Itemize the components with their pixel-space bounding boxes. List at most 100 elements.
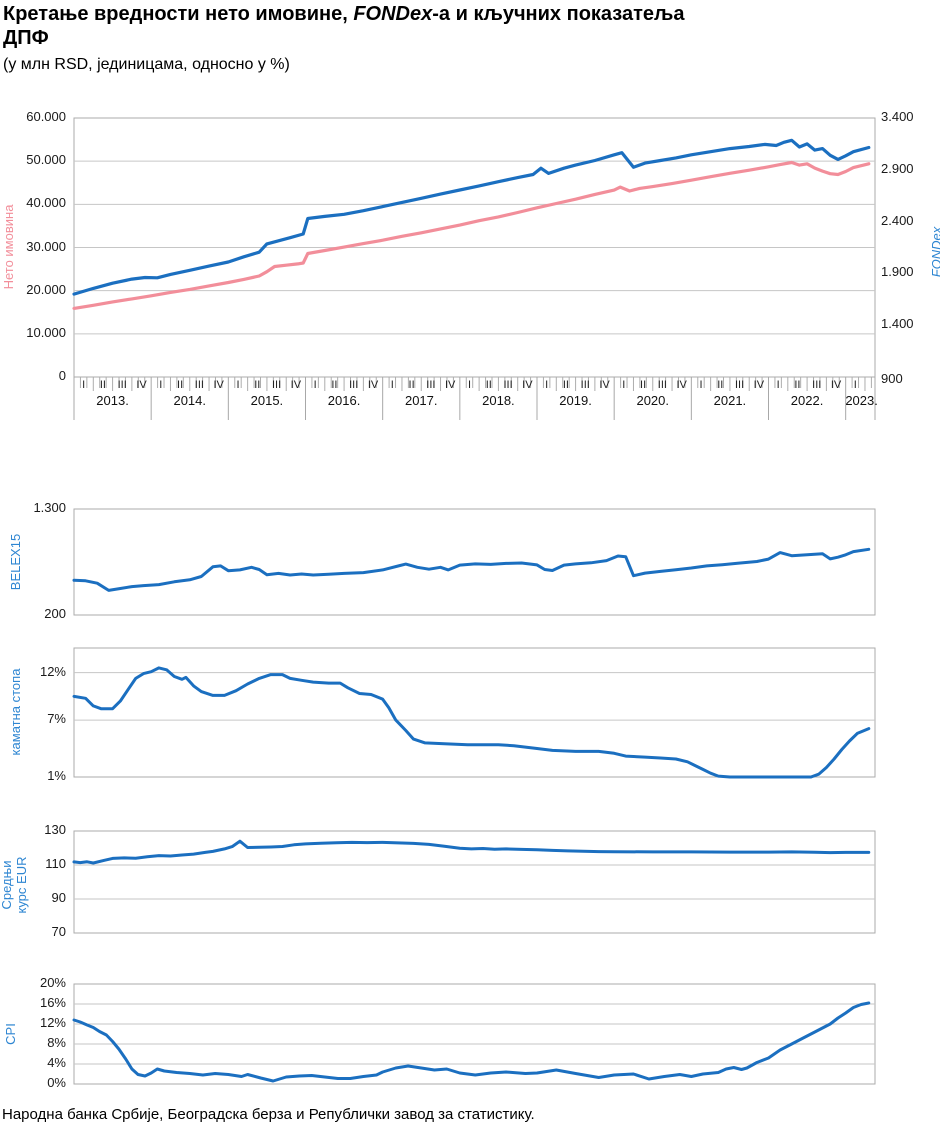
series-line-eur-0 [72, 839, 871, 865]
title-prefix: Кретање вредности нето имовине, [3, 3, 354, 25]
x-quarter-label: IV [367, 379, 379, 391]
x-quarter-label: III [812, 379, 822, 391]
y2-tick-label-main: 2.900 [881, 160, 914, 176]
y2-tick-label-main: 3.400 [881, 109, 914, 124]
x-quarter-label: II [717, 379, 724, 391]
x-quarter-label: III [349, 379, 359, 391]
page-title: Кретање вредности нето имовине, FONDex-а… [3, 2, 703, 51]
x-quarter-label: III [194, 379, 204, 391]
x-quarter-label: II [485, 379, 492, 391]
x-quarter-label: IV [676, 379, 687, 391]
x-quarter-label: II [331, 379, 338, 391]
x-quarter-label: I [699, 379, 703, 391]
x-quarter-label: I [159, 379, 163, 391]
x-quarter-label: II [794, 379, 801, 391]
x-year-label: 2018. [482, 393, 515, 408]
y-tick-label-kamatna: 7% [47, 711, 66, 727]
x-quarter-label: IV [599, 379, 610, 391]
y-tick-label-cpi: 8% [47, 1035, 66, 1050]
series-line-main-1 [72, 138, 871, 296]
title-fondex: FONDex [353, 3, 433, 25]
x-quarter-label: I [853, 379, 857, 391]
plot-border-cpi [73, 983, 876, 1085]
x-quarter-label: IV [136, 379, 147, 391]
x-quarter-label: II [177, 379, 184, 391]
y-tick-label-cpi: 12% [39, 1015, 66, 1030]
x-quarter-label: IV [444, 379, 456, 391]
y-tick-label-cpi: 4% [47, 1055, 66, 1070]
x-quarter-label: III [117, 379, 127, 391]
x-quarter-label: I [82, 379, 86, 391]
y-tick-label-main: 20.000 [26, 281, 66, 297]
x-quarter-label: II [562, 379, 569, 391]
y2-tick-label-main: 1.900 [881, 264, 914, 280]
x-year-label: 2014. [173, 393, 207, 408]
y-tick-label-eur: 70 [51, 924, 66, 939]
y2-tick-label-main: 2.400 [881, 212, 914, 228]
x-quarter-label: I [622, 379, 626, 391]
x-year-label: 2023. [845, 393, 878, 408]
y-tick-label-main: 30.000 [26, 238, 66, 254]
x-year-label: 2020. [636, 393, 670, 408]
y-tick-label-cpi: 16% [39, 995, 66, 1010]
x-quarter-label: I [236, 379, 240, 391]
y-tick-label-belex15: 1.300 [33, 500, 66, 515]
x-quarter-label: II [408, 379, 415, 391]
y-tick-label-cpi: 20% [39, 975, 66, 990]
y-tick-label-eur: 110 [45, 856, 66, 871]
x-quarter-label: I [390, 379, 394, 391]
plot-border-eur [73, 830, 876, 934]
main-right-axis-title: FONDex [929, 226, 940, 278]
y-tick-label-main: 0 [58, 368, 66, 383]
x-year-label: 2013. [96, 393, 129, 408]
y-tick-label-main: 40.000 [26, 195, 66, 211]
x-quarter-label: III [426, 379, 436, 391]
x-quarter-label: I [467, 379, 471, 391]
y-tick-label-kamatna: 1% [47, 768, 66, 783]
x-year-label: 2015. [250, 393, 284, 408]
x-quarter-label: II [99, 379, 106, 391]
series-line-belex15-0 [72, 547, 871, 592]
x-quarter-label: IV [830, 379, 842, 391]
cpi-axis-title: CPI [3, 1023, 18, 1045]
series-line-cpi-0 [72, 1001, 871, 1083]
y-tick-label-kamatna: 12% [39, 663, 66, 679]
x-quarter-label: III [503, 379, 513, 391]
title-suffix: -а и кључних показатеља ДПФ [3, 3, 685, 50]
x-quarter-label: III [734, 379, 745, 391]
y-tick-label-main: 10.000 [26, 324, 66, 340]
x-year-label: 2016. [327, 393, 361, 408]
x-quarter-label: I [545, 379, 549, 391]
x-year-label: 2021. [713, 393, 747, 408]
y-tick-label-belex15: 200 [44, 606, 66, 621]
main-left-axis-title: Нето имовина [1, 204, 16, 290]
y-tick-label-eur: 130 [44, 822, 66, 837]
page-subtitle: (у млн RSD, јединицама, односно у %) [3, 56, 290, 73]
y2-tick-label-main: 1.400 [881, 316, 914, 332]
series-line-main-0 [72, 160, 871, 310]
series-line-kamatna-0 [72, 666, 871, 779]
x-quarter-label: III [580, 379, 590, 391]
eur-rate-axis-title: Средњи курс EUR [0, 856, 29, 914]
y-tick-label-cpi: 0% [47, 1075, 66, 1090]
plot-border-kamatna [73, 647, 876, 778]
x-year-label: 2022. [790, 393, 824, 408]
y-tick-label-eur: 90 [51, 890, 66, 905]
plot-border-belex15 [73, 508, 876, 616]
x-quarter-label: I [313, 379, 317, 391]
x-quarter-label: IV [290, 379, 302, 391]
x-year-label: 2017. [404, 393, 438, 408]
belex15-axis-title: BELEX15 [8, 533, 23, 591]
x-quarter-label: II [254, 379, 261, 391]
x-quarter-label: II [640, 379, 647, 391]
x-quarter-label: IV [522, 379, 533, 391]
x-quarter-label: III [657, 379, 667, 391]
x-quarter-label: I [776, 379, 780, 391]
interest-rate-axis-title: каматна стопа [8, 668, 23, 756]
y2-tick-label-main: 900 [881, 371, 903, 386]
y-tick-label-main: 60.000 [26, 109, 66, 124]
x-quarter-label: III [271, 379, 282, 391]
source-note: Народна банка Србије, Београдска берза и… [2, 1106, 535, 1123]
